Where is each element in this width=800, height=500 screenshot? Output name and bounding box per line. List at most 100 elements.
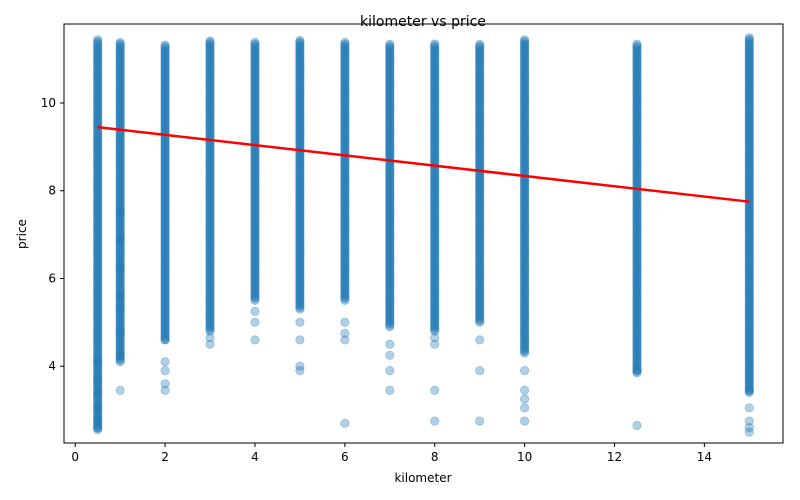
data-point (250, 57, 260, 68)
data-point (340, 268, 350, 278)
data-point (205, 214, 215, 224)
data-point (160, 138, 170, 148)
data-point (295, 175, 305, 185)
outlier-point (115, 326, 125, 336)
data-point (250, 186, 260, 196)
data-point (115, 87, 125, 97)
data-point (430, 283, 440, 293)
data-point (93, 191, 103, 201)
data-point (430, 298, 440, 309)
data-point (205, 237, 215, 247)
data-point (430, 294, 440, 304)
data-point (340, 289, 350, 299)
data-point (295, 298, 305, 308)
data-point (340, 119, 350, 129)
data-point (385, 322, 395, 332)
data-point (250, 280, 260, 290)
data-point (340, 255, 350, 266)
data-point (93, 380, 103, 390)
data-point (340, 37, 350, 48)
data-point (295, 48, 305, 58)
data-point (385, 39, 395, 49)
data-point (205, 65, 215, 75)
outlier-point (295, 317, 305, 327)
data-point (115, 105, 125, 115)
data-point (205, 217, 215, 227)
data-point (340, 206, 350, 216)
data-point (250, 114, 260, 124)
data-point (160, 63, 170, 73)
data-point (385, 119, 395, 129)
data-point (385, 207, 395, 217)
data-point (205, 126, 215, 137)
data-point (385, 59, 395, 69)
data-point (385, 222, 395, 232)
data-point (115, 197, 125, 207)
data-point (205, 151, 215, 161)
data-point (205, 59, 215, 69)
data-point (93, 208, 103, 218)
data-point (385, 269, 395, 280)
data-point (295, 124, 305, 135)
data-point (340, 134, 350, 144)
data-point (295, 279, 305, 290)
data-point (115, 71, 125, 81)
data-point (205, 142, 215, 152)
data-point (115, 229, 125, 239)
data-point (385, 124, 395, 134)
data-point (250, 252, 260, 262)
data-point (205, 156, 215, 166)
data-point (93, 285, 103, 295)
data-point (385, 162, 395, 172)
data-point (295, 65, 305, 75)
data-point (340, 286, 350, 296)
data-point (250, 165, 260, 175)
data-point (340, 209, 350, 219)
outlier-point (632, 365, 642, 376)
data-point (93, 67, 103, 77)
data-point (250, 200, 260, 210)
data-point (93, 162, 103, 172)
data-point (93, 210, 103, 220)
data-point (93, 73, 103, 83)
data-point (160, 74, 170, 84)
data-point (160, 140, 170, 150)
data-point (340, 88, 350, 98)
data-point (295, 117, 305, 127)
data-point (160, 167, 170, 178)
data-point (385, 57, 395, 68)
data-point (250, 235, 260, 246)
data-point (115, 240, 125, 250)
data-point (93, 323, 103, 334)
data-point (205, 51, 215, 61)
data-point (250, 88, 260, 98)
data-point (115, 39, 125, 49)
data-point (93, 196, 103, 206)
data-point (160, 78, 170, 89)
outlier-point (519, 394, 530, 404)
data-point (295, 195, 305, 205)
data-point (160, 120, 170, 130)
data-point (93, 320, 103, 330)
data-point (250, 156, 260, 166)
data-point (205, 143, 215, 153)
data-point (250, 183, 260, 193)
data-point (340, 229, 350, 239)
data-point (93, 425, 103, 435)
data-point (250, 291, 260, 301)
data-point (93, 400, 103, 410)
data-point (205, 114, 215, 124)
data-point (295, 229, 305, 239)
outlier-point (744, 416, 754, 426)
data-point (340, 246, 350, 256)
data-point (93, 326, 103, 337)
data-point (340, 294, 350, 304)
data-point (93, 385, 103, 395)
data-point (115, 194, 125, 204)
data-point (340, 179, 350, 189)
data-point (295, 132, 305, 142)
data-point (340, 214, 350, 224)
data-point (93, 363, 103, 373)
data-point (340, 42, 350, 52)
data-point (115, 298, 125, 309)
